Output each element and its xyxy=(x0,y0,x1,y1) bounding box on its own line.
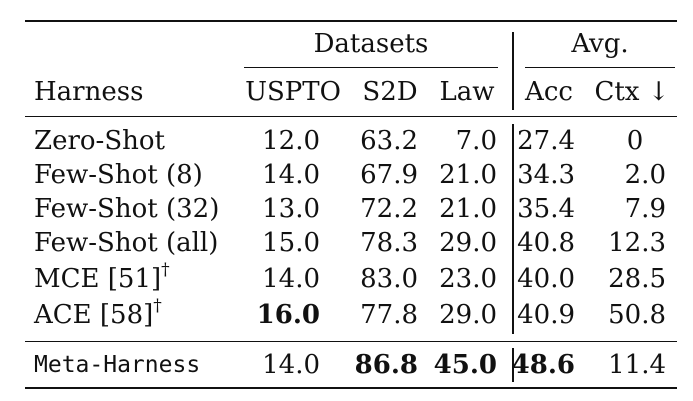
row-name: Few-Shot (all) xyxy=(34,228,219,258)
datasets-cmidrule xyxy=(244,67,498,69)
body-separator xyxy=(512,124,514,334)
cell-uspto: 14.0 xyxy=(262,264,320,294)
cell-s2d: 78.3 xyxy=(360,228,418,258)
cell-uspto: 12.0 xyxy=(262,126,320,156)
cell-law: 23.0 xyxy=(439,264,497,294)
cell-s2d: 86.8 xyxy=(354,350,418,380)
row-name: Meta-Harness xyxy=(34,352,201,378)
row-name: MCE [51] xyxy=(34,264,162,294)
cell-law: 21.0 xyxy=(439,194,497,224)
cell-s2d: 83.0 xyxy=(360,264,418,294)
avg-cmidrule xyxy=(525,67,675,69)
cell-uspto: 16.0 xyxy=(256,300,320,330)
cell-ctx: 11.4 xyxy=(608,350,666,380)
cell-acc: 40.8 xyxy=(517,228,575,258)
cell-uspto: 15.0 xyxy=(262,228,320,258)
cell-ctx: 50.8 xyxy=(608,300,666,330)
dagger-mark: † xyxy=(153,296,162,317)
cell-acc: 48.6 xyxy=(511,350,575,380)
cell-ctx: 2.0 xyxy=(624,160,666,190)
cell-ctx: 7.9 xyxy=(624,194,666,224)
cell-s2d: 77.8 xyxy=(360,300,418,330)
cell-ctx: 12.3 xyxy=(608,228,666,258)
cell-law: 7.0 xyxy=(455,126,497,156)
header-separator xyxy=(512,32,514,110)
cell-acc: 40.0 xyxy=(517,264,575,294)
cell-s2d: 67.9 xyxy=(360,160,418,190)
row-name: ACE [58] xyxy=(34,300,154,330)
cell-uspto: 13.0 xyxy=(262,194,320,224)
dagger-mark: † xyxy=(161,260,170,281)
cell-law: 21.0 xyxy=(439,160,497,190)
cell-acc: 35.4 xyxy=(517,194,575,224)
header-rule xyxy=(25,116,677,118)
column-header-s2d: S2D xyxy=(362,77,418,107)
row-name: Few-Shot (32) xyxy=(34,194,220,224)
group-header-datasets: Datasets xyxy=(313,29,429,59)
column-header-acc: Acc xyxy=(525,77,573,107)
column-header-harness: Harness xyxy=(34,77,144,107)
column-header-ctx: Ctx ↓ xyxy=(594,77,670,107)
cell-ctx: 28.5 xyxy=(608,264,666,294)
cell-acc: 34.3 xyxy=(517,160,575,190)
group-header-avg: Avg. xyxy=(571,29,629,59)
row-name-with-dagger: ACE [58]† xyxy=(34,298,162,332)
column-header-law: Law xyxy=(439,77,495,107)
cell-s2d: 72.2 xyxy=(360,194,418,224)
cell-s2d: 63.2 xyxy=(360,126,418,156)
cell-acc: 40.9 xyxy=(517,300,575,330)
cell-law: 29.0 xyxy=(439,300,497,330)
final-row-separator xyxy=(512,348,514,382)
final-midrule xyxy=(25,341,677,343)
cell-law: 29.0 xyxy=(439,228,497,258)
cell-law: 45.0 xyxy=(433,350,497,380)
cell-acc: 27.4 xyxy=(517,126,575,156)
cell-uspto: 14.0 xyxy=(262,350,320,380)
bottom-rule xyxy=(25,387,677,389)
column-header-uspto: USPTO xyxy=(245,77,341,107)
top-rule xyxy=(25,20,677,22)
row-name: Zero-Shot xyxy=(34,126,165,156)
row-name: Few-Shot (8) xyxy=(34,160,203,190)
cell-ctx: 0 xyxy=(626,126,644,156)
row-name-with-dagger: MCE [51]† xyxy=(34,262,170,296)
cell-uspto: 14.0 xyxy=(262,160,320,190)
